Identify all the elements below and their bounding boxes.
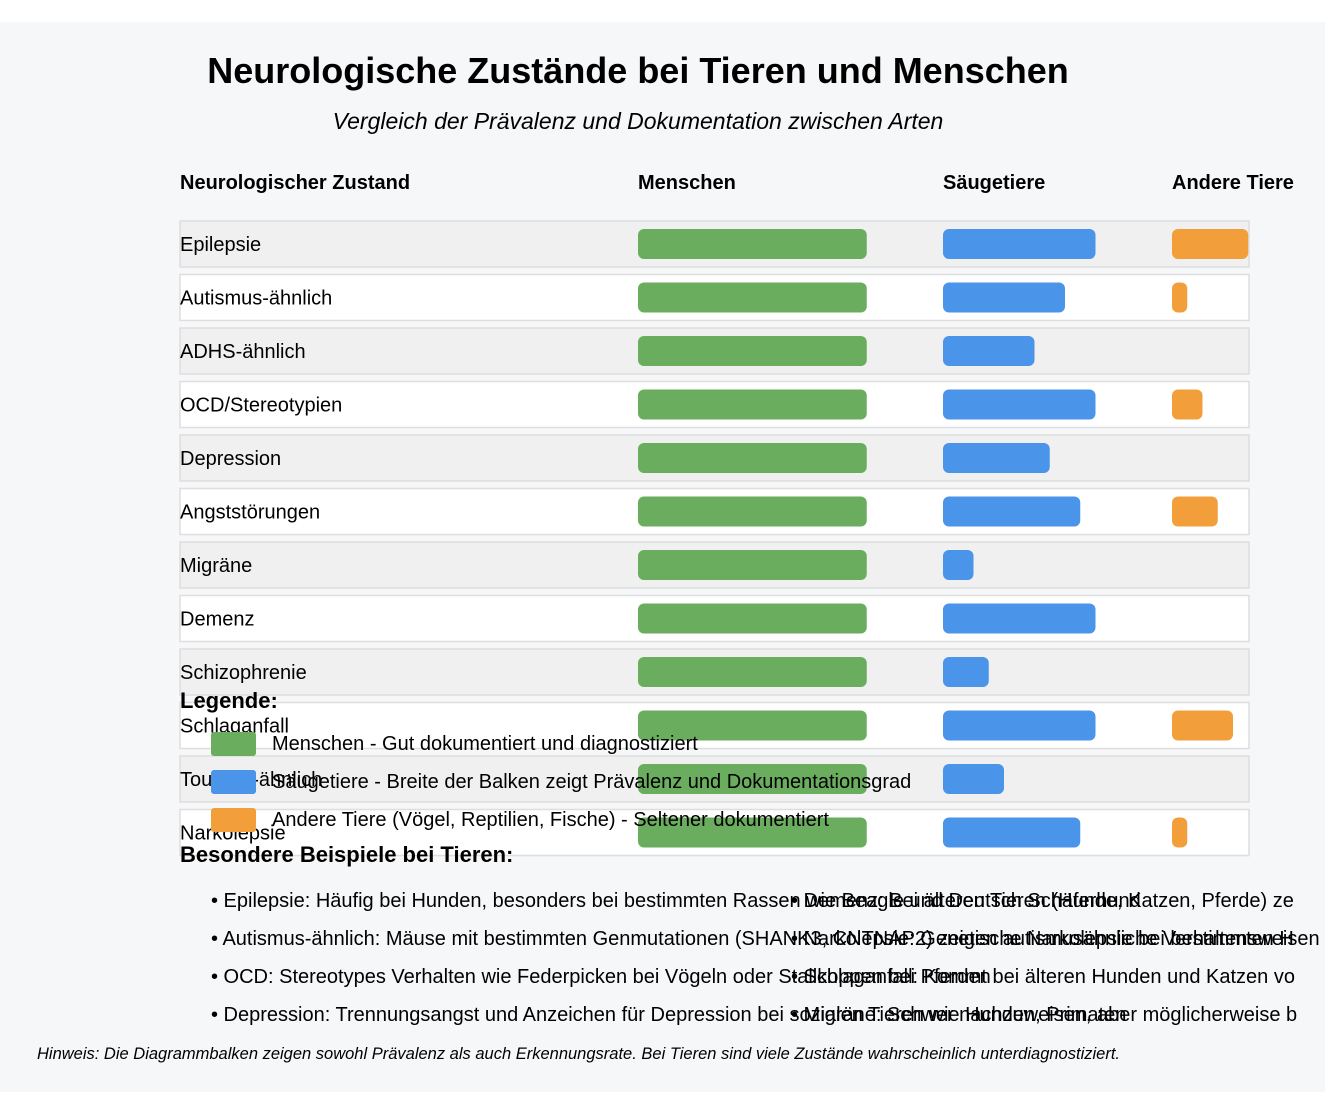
row-label: OCD/Stereotypien <box>180 395 342 417</box>
example-left-4: • Depression: Trennungsangst und Anzeich… <box>211 1004 1127 1026</box>
bar-mammals <box>943 229 1096 259</box>
bar-others <box>1172 229 1249 259</box>
bar-others <box>1172 710 1233 741</box>
legend-swatch-mammals <box>211 770 256 794</box>
bar-humans <box>638 229 867 259</box>
row-label: Epilepsie <box>180 234 261 256</box>
example-right-3: • Schlaganfall: Kommt bei älteren Hunden… <box>791 966 1295 988</box>
row-label: Depression <box>180 448 281 470</box>
bar-mammals <box>943 443 1050 473</box>
legend-swatch-others <box>211 808 256 832</box>
bar-mammals <box>943 282 1065 313</box>
bar-others <box>1172 282 1188 313</box>
row-label: Schlaganfall <box>180 716 289 738</box>
examples-title: Besondere Beispiele bei Tieren: <box>180 842 514 867</box>
bar-mammals <box>943 336 1035 366</box>
column-header-others: Andere Tiere <box>1172 172 1294 194</box>
chart-subtitle: Vergleich der Prävalenz und Dokumentatio… <box>332 108 944 134</box>
column-header-condition: Neurologischer Zustand <box>180 172 411 194</box>
row-label: Schizophrenie <box>180 662 307 684</box>
bar-humans <box>638 282 867 313</box>
bar-mammals <box>943 817 1081 848</box>
legend-label-mammals: Säugetiere - Breite der Balken zeigt Prä… <box>272 771 912 793</box>
bar-humans <box>638 389 867 420</box>
bar-mammals <box>943 657 989 687</box>
example-left-1: • Epilepsie: Häufig bei Hunden, besonder… <box>211 890 1141 912</box>
bar-humans <box>638 496 867 527</box>
legend-swatch-humans <box>211 732 256 756</box>
bar-mammals <box>943 603 1096 634</box>
bar-mammals <box>943 496 1081 527</box>
example-right-4: • Migräne: Schwer nachzuweisen, aber mög… <box>791 1004 1298 1026</box>
bar-humans <box>638 657 867 687</box>
bar-others <box>1172 389 1203 420</box>
example-right-1: • Demenz: Bei älteren Tieren (Hunde, Kat… <box>791 890 1294 912</box>
bar-others <box>1172 496 1218 527</box>
legend-label-humans: Menschen - Gut dokumentiert und diagnost… <box>272 733 698 755</box>
example-right-2: • Narkolepsie: Genetische Narkolepsie be… <box>791 928 1294 950</box>
bar-humans <box>638 336 867 366</box>
chart-title: Neurologische Zustände bei Tieren und Me… <box>207 50 1069 91</box>
bar-humans <box>638 603 867 634</box>
row-label: Angststörungen <box>180 502 320 524</box>
bar-humans <box>638 817 867 848</box>
bar-humans <box>638 764 867 794</box>
legend-title: Legende: <box>180 688 278 713</box>
bar-mammals <box>943 764 1004 794</box>
example-left-3: • OCD: Stereotypes Verhalten wie Federpi… <box>211 966 991 988</box>
bar-mammals <box>943 710 1096 741</box>
bar-humans <box>638 443 867 473</box>
row-label: Migräne <box>180 555 252 577</box>
example-left-2: • Autismus-ähnlich: Mäuse mit bestimmten… <box>211 928 1320 950</box>
footnote: Hinweis: Die Diagrammbalken zeigen sowoh… <box>37 1045 1120 1063</box>
row-label: Narkolepsie <box>180 823 286 845</box>
row-label: Autismus-ähnlich <box>180 288 332 310</box>
row-label: Demenz <box>180 609 254 631</box>
bar-mammals <box>943 389 1096 420</box>
legend-label-others: Andere Tiere (Vögel, Reptilien, Fische) … <box>272 809 829 831</box>
row-label: ADHS-ähnlich <box>180 341 306 363</box>
bar-humans <box>638 550 867 580</box>
column-header-humans: Menschen <box>638 172 736 194</box>
column-header-mammals: Säugetiere <box>943 172 1046 194</box>
bar-humans <box>638 710 867 741</box>
bar-others <box>1172 817 1188 848</box>
bar-mammals <box>943 550 974 580</box>
